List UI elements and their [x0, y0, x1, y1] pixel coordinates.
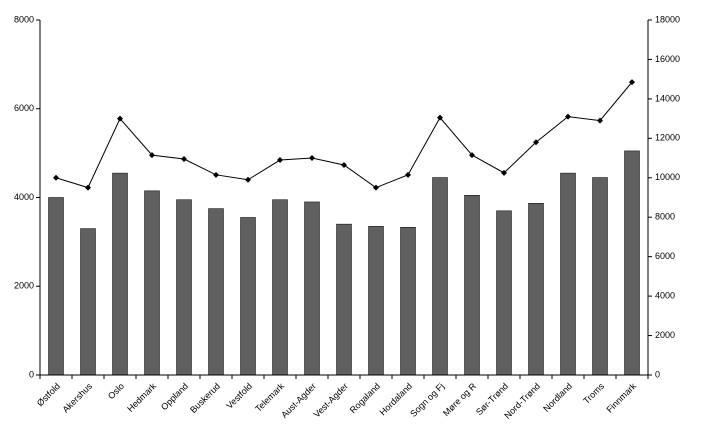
y2-tick-label: 2000	[655, 330, 675, 340]
y2-tick-label: 0	[655, 369, 660, 379]
marker	[53, 174, 59, 181]
line	[55, 81, 633, 189]
bar	[240, 217, 256, 376]
marker	[117, 115, 123, 122]
bar	[528, 203, 544, 376]
marker	[277, 157, 283, 164]
y2-tick-label: 14000	[655, 93, 680, 103]
marker	[373, 184, 379, 191]
y2-tick-label: 16000	[655, 54, 680, 64]
x-tick-label: Nordland	[541, 381, 574, 414]
bar	[272, 199, 288, 376]
marker	[149, 152, 155, 159]
bar	[176, 199, 192, 376]
y2-tick-label: 10000	[655, 172, 680, 182]
marker	[181, 156, 187, 163]
y-tick-label: 6000	[14, 103, 34, 113]
marker	[341, 161, 347, 168]
bar	[496, 210, 512, 376]
marker	[309, 155, 315, 162]
y2-tick-label: 6000	[655, 251, 675, 261]
x-tick-label: Akershus	[60, 381, 94, 415]
bar	[112, 172, 128, 376]
x-tick-label: Oppland	[159, 381, 190, 412]
x-tick-label: Hedmark	[125, 381, 158, 414]
marker	[533, 139, 539, 146]
bar	[432, 177, 448, 376]
marker	[213, 171, 219, 178]
marker	[501, 169, 507, 176]
bar	[400, 226, 416, 376]
x-tick-label: Telemark	[253, 381, 286, 414]
marker	[597, 117, 603, 124]
bar	[368, 226, 384, 376]
x-tick-label: Vestfold	[224, 381, 254, 411]
y2-tick-label: 8000	[655, 212, 675, 222]
bar	[592, 177, 608, 376]
x-tick-label: Buskerud	[188, 381, 222, 415]
y2-tick-label: 18000	[655, 14, 680, 24]
bar	[304, 201, 320, 376]
marker	[405, 171, 411, 178]
bar	[464, 195, 480, 376]
y-tick-label: 4000	[14, 192, 34, 202]
bar	[208, 208, 224, 376]
bar	[560, 172, 576, 376]
x-tick-label: Vest-Agder	[312, 381, 351, 420]
bar	[80, 228, 96, 376]
y2-tick-label: 12000	[655, 133, 680, 143]
y-tick-label: 8000	[14, 14, 34, 24]
x-tick-label: Troms	[581, 381, 606, 406]
x-tick-label: Sogn og Fj	[408, 381, 446, 419]
y-tick-label: 2000	[14, 281, 34, 291]
x-tick-label: Oslo	[106, 381, 126, 401]
x-tick-label: Finnmark	[604, 381, 638, 415]
y-tick-label: 0	[29, 369, 34, 379]
bar	[624, 150, 640, 376]
marker	[245, 176, 251, 183]
marker	[469, 152, 475, 159]
marker	[85, 184, 91, 191]
x-tick-label: Møre og R	[441, 381, 478, 418]
x-tick-label: Østfold	[35, 381, 62, 408]
bar	[144, 190, 160, 376]
y2-tick-label: 4000	[655, 290, 675, 300]
bar	[48, 197, 64, 376]
marker	[437, 114, 443, 121]
marker	[565, 113, 571, 120]
bar	[336, 223, 352, 376]
marker	[629, 79, 635, 86]
